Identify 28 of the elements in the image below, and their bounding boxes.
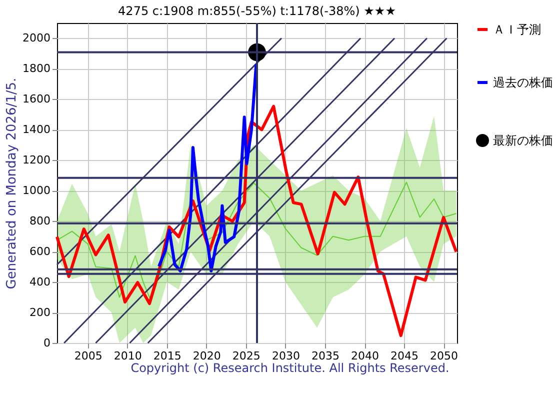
y-axis-title: Generated on Monday 2026/1/5. xyxy=(4,78,20,290)
legend-label: 過去の株価 xyxy=(493,76,553,90)
line-series xyxy=(157,62,258,272)
x-tick-label: 2030 xyxy=(272,350,300,362)
y-tick-label: 1200 xyxy=(22,154,50,167)
chart-title: 4275 c:1908 m:855(-55%) t:1178(-38%) ★★★ xyxy=(118,4,396,18)
x-tick-label: 2020 xyxy=(192,350,221,362)
legend-label: 最新の株価 xyxy=(493,134,553,148)
y-tick-label: 1000 xyxy=(22,184,50,198)
x-tick-label: 2035 xyxy=(311,350,340,362)
y-tick-label: 600 xyxy=(30,245,50,258)
y-tick-label: 400 xyxy=(30,276,50,289)
y-tick-label: 1400 xyxy=(22,123,50,136)
x-tick-label: 2005 xyxy=(74,350,102,362)
y-tick-label: 200 xyxy=(30,306,50,320)
y-tick-label: 800 xyxy=(30,214,50,228)
x-tick-label: 2025 xyxy=(232,350,260,362)
x-tick-label: 2050 xyxy=(430,350,458,362)
y-tick-label: 0 xyxy=(44,336,50,350)
x-tick-label: 2040 xyxy=(351,350,380,362)
y-tick-label: 2000 xyxy=(22,32,50,45)
y-tick-label: 1600 xyxy=(22,92,50,106)
legend-label: ＡＩ予測 xyxy=(493,22,541,36)
text: Copyright (c) Research Institute. All Rights Reserved. xyxy=(130,361,450,375)
y-tick-label: 1800 xyxy=(22,62,50,76)
x-tick-label: 2045 xyxy=(390,350,419,362)
x-tick-label: 2015 xyxy=(153,350,182,362)
x-tick-label: 2010 xyxy=(114,350,142,362)
